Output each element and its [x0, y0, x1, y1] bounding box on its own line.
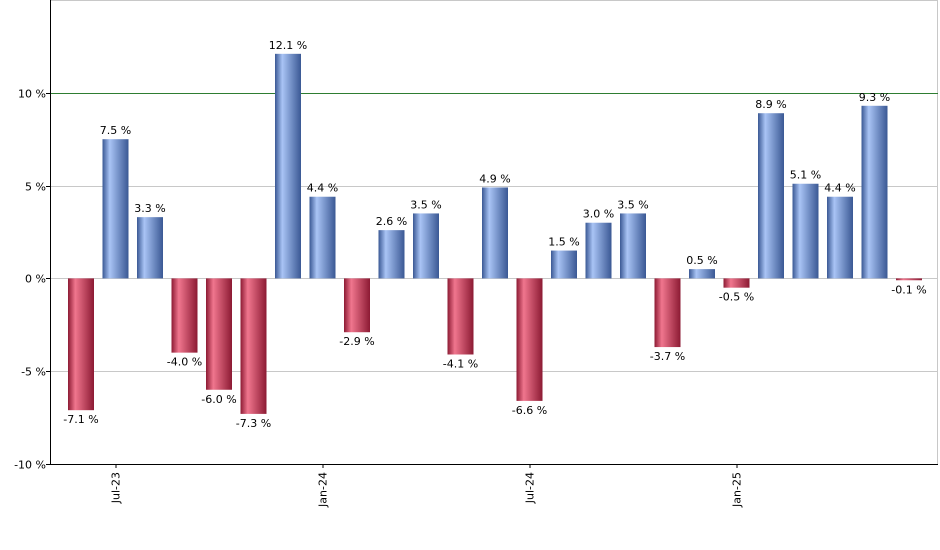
axes: -10 % -5 % 0 % 5 % 10 % Jul-23 Jan-24 Jul-24 Jan… — [14, 0, 938, 508]
data-label-Sep-24: 3.0 % — [583, 208, 614, 221]
data-label-May-24: -4.1 % — [443, 357, 478, 370]
x-tick-label-3: Jan-25 — [731, 472, 744, 508]
bar-Sep-24 — [585, 222, 612, 279]
bars — [68, 53, 922, 414]
y-tick-label-0: -10 % — [14, 459, 46, 472]
bar-Dec-24 — [689, 269, 715, 279]
data-label-Apr-24: 3.5 % — [410, 198, 441, 211]
bar-Feb-24 — [344, 278, 370, 333]
data-labels: -7.1 % 7.5 % 3.3 % -4.0 % -6.0 %-7.3 % 12.1 %… — [63, 39, 926, 430]
data-label-Jun-23: -7.1 % — [63, 413, 98, 426]
x-tick-label-0: Jul-23 — [110, 472, 123, 504]
x-tick-label-2: Jul-24 — [524, 472, 537, 504]
data-label-Jan-24: 4.4 % — [307, 182, 338, 195]
bar-Apr-24 — [413, 213, 439, 279]
data-label-Dec-23: 12.1 % — [269, 39, 307, 52]
data-label-Feb-25: 8.9 % — [755, 98, 786, 111]
bar-Nov-23 — [240, 278, 267, 414]
bar-Mar-25 — [792, 183, 819, 279]
bar-Jun-23 — [68, 278, 94, 411]
bar-Jun-25 — [896, 278, 922, 281]
data-label-Jun-25: -0.1 % — [891, 283, 926, 296]
data-label-Sep-23: -4.0 % — [167, 356, 202, 369]
data-label-Apr-25: 4.4 % — [824, 182, 855, 195]
bar-Nov-24 — [654, 278, 681, 348]
data-label-Feb-24: -2.9 % — [339, 335, 374, 348]
data-label-Nov-23: -7.3 % — [236, 417, 271, 430]
y-tick-label-2: 0 % — [25, 273, 46, 286]
bar-Oct-23 — [206, 278, 232, 390]
bar-Feb-25 — [758, 113, 784, 279]
data-label-Mar-25: 5.1 % — [790, 169, 821, 182]
y-tick-label-4: 10 % — [18, 88, 46, 101]
bar-Sep-23 — [171, 278, 198, 353]
data-label-Aug-24: 1.5 % — [548, 236, 579, 249]
data-label-Oct-24: 3.5 % — [617, 198, 648, 211]
bar-Oct-24 — [620, 213, 646, 279]
bar-Aug-24 — [551, 250, 577, 279]
data-label-Mar-24: 2.6 % — [376, 215, 407, 228]
data-label-Jan-25: -0.5 % — [719, 291, 754, 304]
bar-Apr-25 — [827, 196, 853, 279]
bar-Dec-23 — [275, 53, 301, 279]
data-label-Aug-23: 3.3 % — [134, 202, 165, 215]
data-label-Jun-24: 4.9 % — [479, 172, 510, 185]
data-label-Jul-24: -6.6 % — [512, 404, 547, 417]
bar-Jul-23 — [102, 139, 129, 279]
x-tick-label-1: Jan-24 — [317, 472, 330, 508]
data-label-Dec-24: 0.5 % — [686, 254, 717, 267]
bar-Jun-24 — [482, 187, 508, 279]
y-tick-label-1: -5 % — [21, 366, 46, 379]
data-label-Jul-23: 7.5 % — [100, 124, 131, 137]
bar-May-25 — [861, 105, 888, 279]
data-label-Oct-23: -6.0 % — [201, 393, 236, 406]
bar-Mar-24 — [378, 230, 405, 279]
data-label-May-25: 9.3 % — [859, 91, 890, 104]
y-tick-label-3: 5 % — [25, 181, 46, 194]
bar-Jan-24 — [309, 196, 336, 279]
bar-Jan-25 — [723, 278, 750, 288]
bar-Jul-24 — [516, 278, 543, 401]
bar-May-24 — [447, 278, 474, 355]
data-label-Nov-24: -3.7 % — [650, 350, 685, 363]
bar-Aug-23 — [137, 217, 163, 279]
